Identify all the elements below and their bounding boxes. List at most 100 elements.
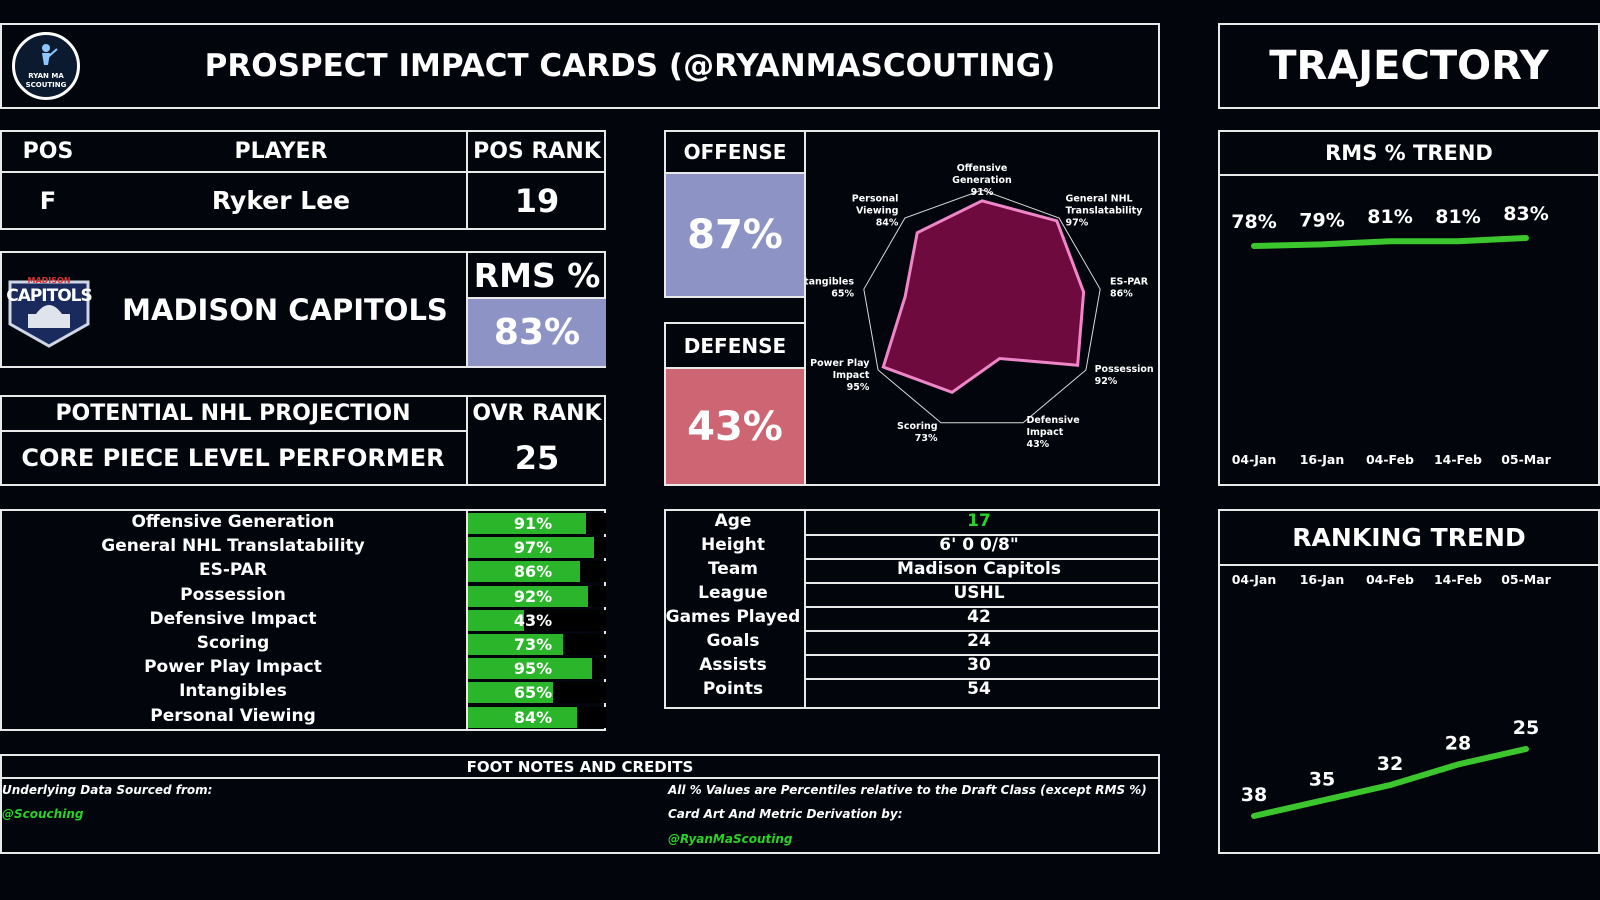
trend-tick-label: 14-Feb [1434, 452, 1482, 467]
radar-axis-label: Intangibles [806, 276, 854, 287]
info-row-divider [804, 654, 1160, 656]
metric-label: Defensive Impact [149, 608, 317, 629]
footer-box [0, 754, 1160, 854]
radar-axis-label: 97% [1066, 217, 1089, 228]
rms-label: RMS % [473, 255, 601, 295]
radar-axis-label: Possession [1095, 364, 1154, 375]
trend-tick-label: 04-Jan [1232, 452, 1277, 467]
metric-bar-track: 92% [468, 585, 606, 607]
radar-axis-label: 86% [1110, 288, 1133, 299]
trajectory-bar [1218, 23, 1600, 109]
trend-point-label: 28 [1445, 732, 1471, 754]
trend-point-label: 81% [1435, 206, 1480, 228]
info-value: 17 [967, 511, 991, 531]
metric-label: Power Play Impact [144, 657, 322, 678]
info-row-divider [804, 678, 1160, 680]
metric-bar-track: 91% [468, 513, 606, 534]
team-logo: MADISON CAPITOLS [2, 268, 96, 348]
trend-point-label: 35 [1309, 769, 1335, 791]
metric-label: Offensive Generation [131, 512, 335, 532]
trend-point-label: 32 [1377, 753, 1403, 775]
metric-value: 95% [513, 659, 553, 679]
trend-tick-label: 05-Mar [1501, 572, 1551, 587]
metric-bar-track: 86% [468, 561, 606, 583]
info-label: League [698, 583, 768, 603]
ranking-trend-title: RANKING TREND [1292, 523, 1526, 552]
source-handle[interactable]: @Scouching [2, 807, 84, 821]
info-label: Age [714, 511, 752, 531]
trend-tick-label: 14-Feb [1434, 572, 1482, 587]
radar-axis-label: Impact [1026, 427, 1063, 438]
info-value: Madison Capitols [897, 559, 1061, 579]
trend-tick-label: 05-Mar [1501, 452, 1551, 467]
trend-tick-label: 16-Jan [1300, 452, 1345, 467]
radar-axis-label: 84% [876, 217, 899, 228]
trend-point-label: 25 [1513, 717, 1539, 739]
metric-label: Personal Viewing [150, 705, 316, 726]
info-value: 54 [967, 679, 991, 699]
ranking-trend-box [1218, 509, 1600, 854]
metric-value: 65% [513, 683, 553, 703]
metric-label: General NHL Translatability [101, 536, 365, 557]
radar-axis-label: Impact [833, 370, 870, 381]
radar-axis-label: Scoring [897, 421, 938, 432]
radar-axis-label: Generation [952, 175, 1012, 186]
metric-bar-track: 65% [468, 682, 606, 704]
defense-value: 43% [666, 369, 804, 484]
metric-bar-track: 43% [468, 609, 606, 631]
trend-point-label: 83% [1503, 203, 1548, 225]
radar-axis-label: General NHL [1066, 193, 1133, 204]
info-row-divider [804, 630, 1160, 632]
trend-tick-label: 04-Jan [1232, 572, 1277, 587]
info-row-divider [804, 534, 1160, 536]
trajectory-title: TRAJECTORY [1269, 43, 1549, 89]
offense-value: 87% [666, 174, 804, 296]
radar-axis-label: 43% [1026, 439, 1049, 450]
info-label: Goals [706, 631, 760, 651]
info-row-divider [804, 582, 1160, 584]
metrics-list: Offensive Generation 91% General NHL Trans… [0, 509, 606, 731]
info-rows: Age 17 Height 6' 0 0/8" Team Madison Capitols… [664, 509, 1160, 709]
trend-point-label: 78% [1231, 211, 1276, 233]
info-label: Games Played [665, 607, 801, 627]
player-label: PLAYER [234, 139, 328, 164]
metric-bar-track: 95% [468, 658, 606, 680]
trend-tick-label: 16-Jan [1300, 572, 1345, 587]
radar-axis-label: 92% [1095, 376, 1118, 387]
metric-value: 43% [513, 610, 553, 630]
trend-tick-label: 04-Feb [1366, 572, 1414, 587]
metric-label: ES-PAR [198, 560, 268, 581]
radar-axis-label: Offensive [957, 163, 1008, 174]
title-bar [0, 23, 1160, 109]
rms-trend-chart: 78% 79% 81% 81% 83% 04-Jan 16-Jan 04-Feb 14-Feb 0… [1231, 203, 1551, 467]
offense-label: OFFENSE [683, 140, 787, 164]
metric-bar-fill [468, 537, 595, 559]
info-value: USHL [953, 583, 1005, 603]
metric-bar-fill [468, 682, 553, 704]
team-logo-text: CAPITOLS [6, 286, 93, 306]
team-logo-small-text: MADISON [27, 276, 71, 285]
ryanma-logo: RYAN MA SCOUTING [12, 32, 80, 100]
metric-bar-fill [468, 513, 587, 534]
pos-rank-value: 19 [514, 181, 560, 220]
metric-value: 91% [513, 514, 553, 533]
info-label: Assists [699, 655, 767, 675]
metric-bar-fill [468, 634, 563, 655]
radar-axis-label: Defensive [1026, 415, 1079, 426]
hockey-player-icon [42, 44, 58, 65]
ranking-trend-chart: 38 35 32 28 25 04-Jan 16-Jan 04-Feb 14-Feb 05-Mar [1232, 572, 1552, 819]
rms-trend-title: RMS % TREND [1325, 141, 1493, 165]
metric-value: 92% [513, 586, 553, 606]
rms-value: 83% [468, 299, 606, 366]
info-label: Team [707, 559, 759, 579]
radar-axis-label: 65% [831, 288, 854, 299]
metric-label: Intangibles [179, 681, 287, 702]
metric-bar-fill [468, 609, 524, 631]
trend-point-label: 81% [1367, 206, 1412, 228]
metric-label: Possession [180, 584, 286, 605]
credit-handle[interactable]: @RyanMaScouting [668, 832, 793, 846]
player-pos: F [39, 186, 57, 215]
trend-line [1251, 746, 1529, 819]
percentile-note: All % Values are Percentiles relative to… [668, 783, 1147, 797]
